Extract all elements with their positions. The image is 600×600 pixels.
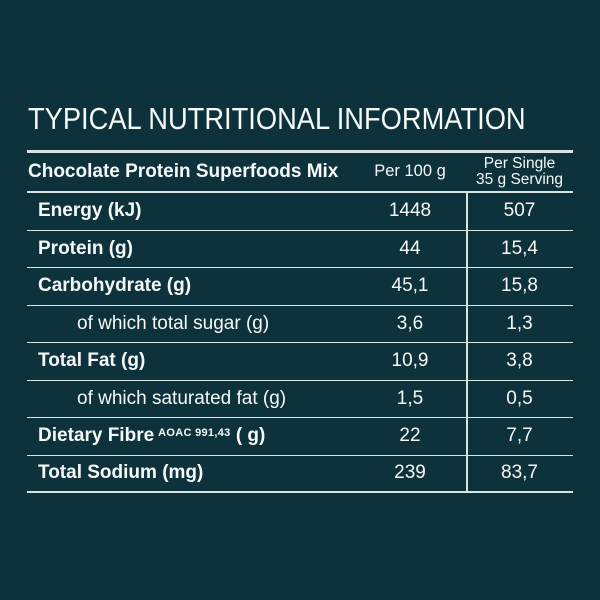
value-per-100g: 1,5 <box>396 387 424 409</box>
value-per-serving: 1,3 <box>506 312 533 334</box>
value-per-100g: 239 <box>394 462 426 484</box>
value-per-serving: 0,5 <box>506 387 533 409</box>
row-label-text: Energy (kJ) <box>38 200 142 222</box>
row-label: Dietary Fibre AOAC 991,43 ( g) <box>27 425 354 447</box>
value-per-serving: 3,8 <box>506 350 533 372</box>
value-per-100g: 22 <box>399 425 421 447</box>
table-body: Energy (kJ) 1448 507 Protein (g) 44 15,4… <box>27 193 573 493</box>
row-label-superscript: AOAC 991,43 <box>158 427 231 440</box>
table-row: Dietary Fibre AOAC 991,43 ( g) 22 7,7 <box>27 418 573 456</box>
per-serving-header-line2: 35 g Serving <box>475 170 564 188</box>
row-label-text: Dietary Fibre <box>38 425 155 447</box>
value-per-100g: 1448 <box>388 200 432 222</box>
row-label-text: of which total sugar (g) <box>77 312 270 334</box>
row-label-text: Total Fat (g) <box>38 350 146 372</box>
table-header-row: Chocolate Protein Superfoods Mix Per 100… <box>27 153 573 193</box>
table-row: of which total sugar (g) 3,6 1,3 <box>27 306 573 343</box>
table-row: of which saturated fat (g) 1,5 0,5 <box>27 381 573 418</box>
row-label: Protein (g) <box>27 238 354 260</box>
table-row: Protein (g) 44 15,4 <box>27 231 573 268</box>
nutrition-table: Chocolate Protein Superfoods Mix Per 100… <box>27 150 573 493</box>
value-per-100g: 3,6 <box>396 312 424 334</box>
row-label: of which total sugar (g) <box>27 313 354 335</box>
value-per-serving: 15,8 <box>501 275 538 297</box>
row-label-text: Total Sodium (mg) <box>38 462 204 484</box>
table-header-per-100g: Per 100 g <box>374 162 446 181</box>
row-label-suffix: ( g) <box>230 425 266 447</box>
table-row: Energy (kJ) 1448 507 <box>27 193 573 231</box>
column-divider <box>466 193 468 493</box>
table-header-per-serving: Per Single 35 g Serving <box>466 154 573 188</box>
row-label: Energy (kJ) <box>27 200 354 222</box>
value-per-100g: 10,9 <box>391 350 429 372</box>
table-header-product: Chocolate Protein Superfoods Mix <box>28 160 339 182</box>
per-serving-header-line1: Per Single <box>483 154 556 172</box>
row-label: of which saturated fat (g) <box>27 388 354 410</box>
page-title: TYPICAL NUTRITIONAL INFORMATION <box>28 101 526 136</box>
value-per-100g: 45,1 <box>391 275 429 297</box>
value-per-serving: 83,7 <box>501 462 538 484</box>
value-per-serving: 507 <box>503 200 536 222</box>
row-label: Carbohydrate (g) <box>27 275 354 297</box>
table-row: Total Sodium (mg) 239 83,7 <box>27 456 573 493</box>
row-label-text: of which saturated fat (g) <box>77 387 287 409</box>
row-label-text: Protein (g) <box>38 237 133 259</box>
value-per-100g: 44 <box>399 237 421 259</box>
row-label: Total Sodium (mg) <box>27 462 354 484</box>
table-row: Total Fat (g) 10,9 3,8 <box>27 343 573 381</box>
value-per-serving: 7,7 <box>506 425 533 447</box>
row-label: Total Fat (g) <box>27 350 354 372</box>
value-per-serving: 15,4 <box>501 237 538 259</box>
title-underline <box>27 150 573 153</box>
table-row: Carbohydrate (g) 45,1 15,8 <box>27 268 573 306</box>
row-label-text: Carbohydrate (g) <box>38 275 192 297</box>
